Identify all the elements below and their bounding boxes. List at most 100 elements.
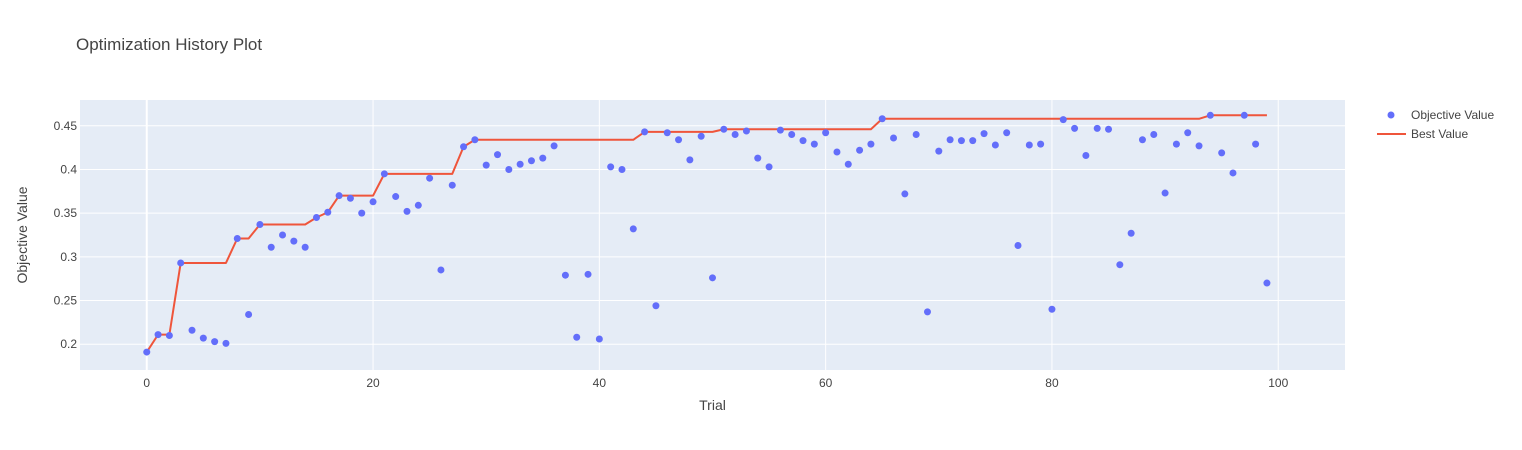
objective-value-point[interactable] [482,161,490,169]
objective-value-point[interactable] [1071,124,1079,132]
objective-value-point[interactable] [358,209,366,217]
objective-value-point[interactable] [822,129,830,137]
objective-value-point[interactable] [720,125,728,133]
objective-value-point[interactable] [595,335,603,343]
objective-value-point[interactable] [641,128,649,136]
objective-value-point[interactable] [980,130,988,138]
objective-value-point[interactable] [1229,169,1237,177]
objective-value-point[interactable] [1172,140,1180,148]
objective-value-point[interactable] [199,334,207,342]
objective-value-point[interactable] [369,198,377,206]
objective-value-point[interactable] [799,137,807,145]
objective-value-point[interactable] [505,165,513,173]
objective-value-point[interactable] [1161,189,1169,197]
objective-value-point[interactable] [211,338,219,346]
objective-value-point[interactable] [969,137,977,145]
objective-value-point[interactable] [1105,125,1113,133]
objective-value-point[interactable] [742,127,750,135]
objective-value-point[interactable] [1059,116,1067,124]
objective-value-point[interactable] [561,271,569,279]
objective-value-point[interactable] [380,170,388,178]
objective-value-point[interactable] [765,163,773,171]
objective-value-point[interactable] [935,147,943,155]
objective-value-point[interactable] [1206,111,1214,119]
objective-value-point[interactable] [867,140,875,148]
objective-value-point[interactable] [709,274,716,282]
objective-value-point[interactable] [652,302,660,310]
objective-value-point[interactable] [663,129,671,137]
objective-value-point[interactable] [290,237,298,245]
objective-value-point[interactable] [1082,151,1090,159]
objective-value-point[interactable] [1263,279,1271,287]
objective-value-point[interactable] [584,270,592,278]
objective-value-point[interactable] [448,181,456,189]
objective-value-point[interactable] [946,136,954,144]
objective-value-point[interactable] [912,131,920,139]
objective-value-point[interactable] [1116,261,1124,269]
objective-value-point[interactable] [392,193,400,201]
objective-value-point[interactable] [833,148,841,156]
objective-value-point[interactable] [154,331,162,339]
objective-value-point[interactable] [346,194,354,202]
objective-value-point[interactable] [471,136,479,144]
legend[interactable]: Objective Value Best Value [1377,108,1494,141]
objective-value-point[interactable] [1127,229,1135,237]
objective-value-point[interactable] [1003,129,1011,137]
objective-value-point[interactable] [324,208,332,216]
objective-value-point[interactable] [731,131,739,139]
objective-value-point[interactable] [923,308,931,316]
objective-value-point[interactable] [991,141,999,149]
objective-value-point[interactable] [414,201,422,209]
objective-value-point[interactable] [1025,141,1033,149]
objective-value-point[interactable] [890,134,898,142]
objective-value-point[interactable] [301,243,309,251]
objective-value-point[interactable] [675,136,683,144]
objective-value-point[interactable] [177,259,185,267]
objective-value-point[interactable] [1252,140,1260,148]
objective-value-point[interactable] [494,151,502,159]
objective-value-point[interactable] [618,165,626,173]
objective-value-point[interactable] [1150,131,1158,139]
objective-value-point[interactable] [856,146,864,154]
objective-value-point[interactable] [335,192,343,200]
legend-item-best-value[interactable]: Best Value [1377,127,1468,141]
objective-value-point[interactable] [550,142,558,150]
objective-value-point[interactable] [1195,142,1203,150]
objective-value-point[interactable] [1093,124,1101,132]
objective-value-point[interactable] [607,163,615,171]
objective-value-point[interactable] [279,231,287,239]
objective-value-point[interactable] [957,137,965,145]
objective-value-point[interactable] [1184,129,1192,137]
objective-value-point[interactable] [1240,111,1248,119]
objective-value-point[interactable] [573,333,581,341]
objective-value-point[interactable] [143,348,151,356]
objective-value-point[interactable] [844,160,852,168]
objective-value-point[interactable] [1048,305,1056,313]
objective-value-point[interactable] [233,234,241,242]
objective-value-point[interactable] [539,154,547,162]
objective-value-point[interactable] [1014,241,1022,249]
objective-value-point[interactable] [403,207,411,215]
objective-value-point[interactable] [222,339,230,347]
objective-value-point[interactable] [437,266,445,274]
objective-value-point[interactable] [267,243,275,251]
objective-value-point[interactable] [516,160,524,168]
objective-value-point[interactable] [754,154,762,162]
objective-value-point[interactable] [810,140,818,148]
objective-value-point[interactable] [878,115,886,123]
objective-value-point[interactable] [256,221,264,229]
objective-value-point[interactable] [1138,136,1146,144]
objective-value-point[interactable] [629,225,637,233]
objective-value-point[interactable] [1037,140,1045,148]
objective-value-point[interactable] [312,214,320,222]
objective-value-point[interactable] [460,143,468,151]
objective-value-point[interactable] [165,331,173,339]
objective-value-point[interactable] [901,190,909,198]
objective-value-point[interactable] [697,132,705,140]
objective-value-point[interactable] [788,131,796,139]
objective-value-point[interactable] [1218,149,1226,157]
objective-value-point[interactable] [776,126,784,134]
objective-value-point[interactable] [527,157,535,165]
objective-value-point[interactable] [245,311,253,319]
objective-value-point[interactable] [188,326,196,334]
